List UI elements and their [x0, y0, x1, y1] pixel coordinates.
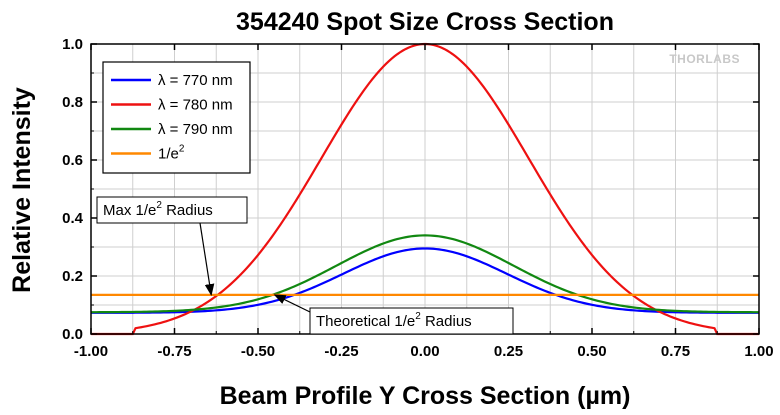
y-tick-label: 1.0 — [62, 36, 83, 53]
legend-label-2: λ = 790 nm — [158, 121, 233, 138]
legend: λ = 770 nmλ = 780 nmλ = 790 nm1/e2 — [102, 61, 251, 174]
annotation-arrow-0 — [199, 222, 215, 297]
y-axis-label: Relative Intensity — [8, 87, 36, 293]
y-tick-label: 0.8 — [62, 94, 83, 111]
x-tick-label: 0.75 — [661, 343, 690, 360]
x-tick-label: 0.50 — [577, 343, 606, 360]
x-tick-label: 1.00 — [744, 343, 773, 360]
y-tick-label: 0.6 — [62, 152, 83, 169]
legend-lambda: λ — [158, 72, 166, 89]
annotation-tail: Radius — [421, 313, 472, 330]
legend-superscript: 2 — [179, 144, 185, 155]
annotation-superscript: 2 — [415, 311, 421, 322]
legend-label-3: 1/e2 — [158, 144, 185, 163]
annotation-label-1: Theoretical 1/e2 Radius — [316, 311, 472, 330]
y-tick-label: 0.2 — [62, 268, 83, 285]
x-tick-label: 0.00 — [410, 343, 439, 360]
axes: -1.00 -0.75 -0.50 -0.25 0.00 0.25 0.50 0.75 1.00… — [62, 36, 773, 360]
annotation-text: Max 1/e — [103, 202, 156, 219]
legend-lambda: λ — [158, 121, 166, 138]
annotation-box-1 — [309, 307, 514, 335]
series-line-2 — [90, 234, 760, 314]
annotation-text: Theoretical 1/e — [316, 313, 415, 330]
y-tick-label: 0.0 — [62, 326, 83, 343]
x-tick-label: 0.25 — [494, 343, 523, 360]
thorlabs-logo: THORLABS — [669, 52, 740, 66]
x-tick-label: -1.00 — [74, 343, 108, 360]
x-tick-label: -0.75 — [157, 343, 191, 360]
legend-text: = 770 nm — [166, 72, 233, 89]
legend-label-0: λ = 770 nm — [158, 72, 233, 89]
chart-title: 354240 Spot Size Cross Section — [236, 8, 614, 36]
x-axis-label: Beam Profile Y Cross Section (µm) — [220, 382, 631, 410]
legend-label-1: λ = 780 nm — [158, 97, 233, 114]
legend-lambda: λ — [158, 97, 166, 114]
grid — [91, 44, 759, 334]
annotation-superscript: 2 — [156, 200, 162, 211]
x-tick-label: -0.50 — [241, 343, 275, 360]
legend-text: = 790 nm — [166, 121, 233, 138]
annotation-tail: Radius — [162, 202, 213, 219]
annotation-label-0: Max 1/e2 Radius — [103, 200, 213, 219]
legend-text: 1/e — [158, 146, 179, 163]
y-tick-label: 0.4 — [62, 210, 84, 227]
annotation-box-0 — [96, 196, 248, 224]
legend-text: = 780 nm — [166, 97, 233, 114]
x-tick-label: -0.25 — [324, 343, 358, 360]
annotation-arrow-1 — [273, 294, 311, 313]
series-line-0 — [91, 247, 759, 314]
